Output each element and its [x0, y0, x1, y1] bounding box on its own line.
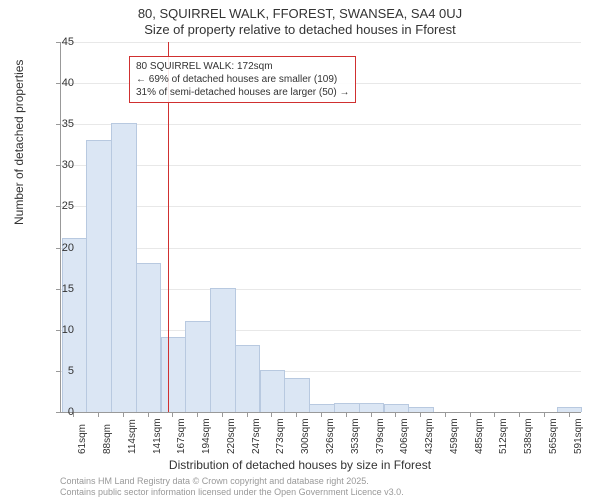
xtick-label: 300sqm	[300, 418, 311, 454]
ytick-label: 30	[44, 159, 74, 171]
bar	[210, 288, 236, 412]
x-axis-label: Distribution of detached houses by size …	[0, 458, 600, 472]
xtick-mark	[346, 412, 347, 417]
y-axis-label: Number of detached properties	[12, 60, 26, 225]
xtick-label: 485sqm	[474, 418, 485, 454]
xtick-label: 406sqm	[399, 418, 410, 454]
xtick-mark	[470, 412, 471, 417]
xtick-label: 194sqm	[201, 418, 212, 454]
bar	[384, 404, 410, 412]
xtick-mark	[445, 412, 446, 417]
xtick-mark	[420, 412, 421, 417]
xtick-label: 273sqm	[275, 418, 286, 454]
annotation-line: 80 SQUIRREL WALK: 172sqm	[136, 60, 349, 73]
title-line2: Size of property relative to detached ho…	[0, 22, 600, 37]
xtick-label: 512sqm	[498, 418, 509, 454]
xtick-label: 220sqm	[226, 418, 237, 454]
bar	[111, 123, 137, 412]
xtick-mark	[172, 412, 173, 417]
ytick-label: 40	[44, 77, 74, 89]
attribution-text: Contains HM Land Registry data © Crown c…	[60, 476, 404, 498]
xtick-mark	[519, 412, 520, 417]
xtick-label: 61sqm	[77, 424, 88, 454]
xtick-mark	[98, 412, 99, 417]
bar	[260, 370, 286, 412]
xtick-mark	[321, 412, 322, 417]
gridline	[61, 248, 581, 249]
bar	[161, 337, 187, 412]
xtick-mark	[296, 412, 297, 417]
xtick-label: 565sqm	[548, 418, 559, 454]
attribution-line2: Contains public sector information licen…	[60, 487, 404, 498]
xtick-label: 353sqm	[350, 418, 361, 454]
xtick-label: 591sqm	[573, 418, 584, 454]
bar	[334, 403, 360, 412]
ytick-label: 20	[44, 242, 74, 254]
xtick-mark	[148, 412, 149, 417]
bar	[309, 404, 335, 412]
xtick-mark	[222, 412, 223, 417]
xtick-label: 459sqm	[449, 418, 460, 454]
ytick-label: 35	[44, 118, 74, 130]
ytick-label: 5	[44, 365, 74, 377]
xtick-mark	[544, 412, 545, 417]
gridline	[61, 124, 581, 125]
bar	[284, 378, 310, 412]
xtick-mark	[123, 412, 124, 417]
gridline	[61, 206, 581, 207]
xtick-label: 88sqm	[102, 424, 113, 454]
attribution-line1: Contains HM Land Registry data © Crown c…	[60, 476, 404, 487]
xtick-mark	[569, 412, 570, 417]
gridline	[61, 165, 581, 166]
bar	[185, 321, 211, 412]
xtick-label: 326sqm	[325, 418, 336, 454]
xtick-label: 379sqm	[375, 418, 386, 454]
xtick-mark	[271, 412, 272, 417]
xtick-mark	[197, 412, 198, 417]
bar	[235, 345, 261, 412]
xtick-label: 167sqm	[176, 418, 187, 454]
ytick-label: 25	[44, 200, 74, 212]
plot-region: 61sqm88sqm114sqm141sqm167sqm194sqm220sqm…	[60, 42, 581, 413]
ytick-label: 45	[44, 36, 74, 48]
xtick-mark	[247, 412, 248, 417]
bar	[359, 403, 385, 412]
bar	[86, 140, 112, 412]
xtick-mark	[494, 412, 495, 417]
ytick-label: 15	[44, 283, 74, 295]
xtick-label: 538sqm	[523, 418, 534, 454]
annotation-line: 31% of semi-detached houses are larger (…	[136, 86, 349, 99]
ytick-label: 10	[44, 324, 74, 336]
chart-area: 61sqm88sqm114sqm141sqm167sqm194sqm220sqm…	[60, 42, 580, 412]
annotation-line: ← 69% of detached houses are smaller (10…	[136, 73, 349, 86]
ytick-label: 0	[44, 406, 74, 418]
annotation-box: 80 SQUIRREL WALK: 172sqm← 69% of detache…	[129, 56, 356, 103]
xtick-label: 114sqm	[127, 419, 138, 454]
xtick-label: 247sqm	[251, 418, 262, 454]
xtick-label: 432sqm	[424, 418, 435, 454]
gridline	[61, 42, 581, 43]
xtick-label: 141sqm	[152, 418, 163, 454]
xtick-mark	[395, 412, 396, 417]
xtick-mark	[371, 412, 372, 417]
bar	[136, 263, 162, 412]
title-line1: 80, SQUIRREL WALK, FFOREST, SWANSEA, SA4…	[0, 6, 600, 21]
